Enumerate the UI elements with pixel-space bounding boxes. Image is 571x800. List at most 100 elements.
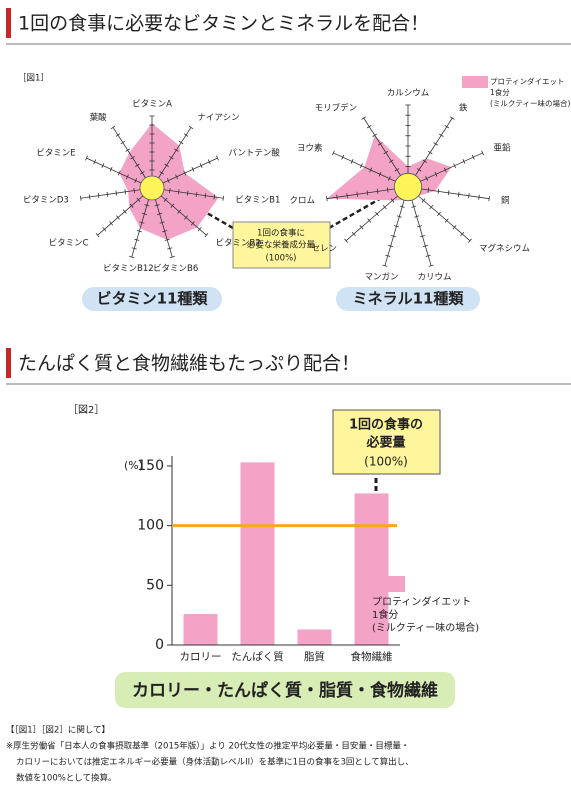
spoke-tick — [393, 225, 399, 228]
spoke-tick — [437, 211, 441, 217]
x-tick-label: 脂質 — [304, 650, 325, 663]
axis-label: ビタミンB2 — [215, 239, 260, 249]
spoke-tick — [332, 150, 335, 156]
spoke-tick — [130, 156, 135, 160]
spoke-tick — [391, 235, 397, 238]
axis-label: セレン — [311, 244, 337, 254]
spoke-tick — [428, 264, 434, 267]
spoke-tick — [372, 133, 378, 137]
y-axis-label: (%) — [124, 459, 143, 472]
axis-label: 葉酸 — [90, 112, 108, 123]
spoke-tick — [169, 255, 175, 259]
spoke-tick — [427, 187, 430, 193]
chart-label: ビタミン11種類 — [97, 290, 209, 308]
axis-label: ビタミンC — [49, 239, 89, 249]
spoke-tick — [109, 221, 114, 226]
spoke-tick — [170, 203, 175, 208]
spoke-tick — [419, 235, 425, 238]
spoke-tick — [488, 196, 490, 202]
spoke-tick — [382, 204, 387, 210]
spoke-tick — [167, 247, 173, 250]
y-tick-label: 150 — [137, 458, 164, 474]
header-bar — [6, 348, 11, 378]
spoke-tick — [116, 215, 120, 220]
axis-label: ナイアシン — [197, 113, 239, 123]
spoke-tick — [157, 212, 163, 215]
spoke-tick — [195, 191, 198, 197]
spoke-tick — [133, 188, 135, 194]
spoke-tick — [326, 196, 328, 202]
spoke-tick — [169, 188, 171, 194]
spoke-tick — [425, 176, 429, 181]
spoke-tick — [154, 204, 160, 207]
spoke-tick — [383, 150, 389, 155]
banner — [115, 672, 455, 708]
spoke-tick — [216, 155, 219, 161]
spoke-tick — [422, 159, 427, 163]
spoke-tick — [159, 171, 165, 175]
spoke-tick — [411, 205, 417, 208]
spoke-tick — [191, 166, 195, 172]
spoke-tick — [163, 197, 168, 202]
figure-label: ［図2］ — [68, 404, 104, 416]
spoke-tick — [135, 163, 140, 167]
spoke-tick — [139, 221, 145, 224]
legend-text: (ミルクティー味の場合) — [372, 621, 479, 634]
spoke-tick — [376, 188, 379, 194]
label-pill — [82, 287, 222, 311]
spoke-tick — [382, 264, 388, 267]
spoke-tick — [129, 203, 134, 208]
spoke-tick — [190, 221, 195, 226]
axis-label: マグネシウム — [479, 243, 530, 254]
axis-label: クロム — [289, 196, 315, 206]
spoke-tick — [344, 238, 348, 243]
x-tick-label: カロリー — [180, 651, 222, 663]
spoke-tick — [207, 159, 211, 165]
spoke-tick — [204, 232, 209, 238]
footnote: 数値を100%として換算。 — [16, 773, 117, 784]
label-pill — [336, 287, 480, 311]
footnote: カロリーにおいては推定エネルギー必要量（身体活動レベルII）を基準に1日の食事を… — [16, 757, 414, 768]
axis-label: 亜鉛 — [494, 142, 512, 153]
spoke-tick — [389, 159, 394, 163]
axis-label: 銅 — [501, 195, 510, 206]
spoke-tick — [421, 198, 426, 203]
spoke-tick — [101, 163, 105, 169]
axis-label: ビタミンB6 — [153, 264, 198, 274]
spoke-tick — [438, 133, 444, 137]
y-tick-label: 0 — [155, 637, 164, 653]
spoke-tick — [452, 225, 457, 230]
legend-swatch — [462, 76, 488, 88]
spoke-tick — [425, 254, 431, 257]
spoke-tick — [79, 195, 82, 201]
spoke-tick — [396, 215, 402, 218]
spoke-tick — [427, 150, 433, 155]
spoke-tick — [117, 170, 121, 176]
spoke-tick — [387, 176, 391, 181]
spoke-tick — [366, 190, 369, 196]
spoke-tick — [141, 212, 147, 215]
spoke-tick — [199, 163, 203, 169]
spoke-tick — [359, 225, 364, 230]
spoke-tick — [350, 159, 354, 164]
footnote: 【［図1］［図2］に関して】 — [6, 726, 110, 736]
reference-circle — [393, 172, 423, 202]
header: 1回の食事に必要なビタミンとミネラルを配合！ — [18, 13, 429, 35]
spoke-tick — [164, 163, 169, 167]
bar — [240, 462, 275, 645]
spoke-tick — [422, 244, 428, 248]
spoke-tick — [462, 159, 466, 164]
y-tick-label: 100 — [137, 518, 164, 534]
spoke-tick — [115, 190, 118, 196]
bar — [297, 629, 332, 645]
spoke-tick — [109, 166, 113, 172]
spoke-tick — [450, 116, 455, 120]
reference-circle — [139, 175, 165, 201]
spoke-tick — [444, 218, 449, 223]
axis-label: ヨウ素 — [297, 142, 323, 153]
spoke-tick — [120, 140, 126, 145]
spoke-tick — [184, 215, 188, 220]
spoke-tick — [97, 193, 100, 199]
spoke-tick — [375, 211, 379, 217]
